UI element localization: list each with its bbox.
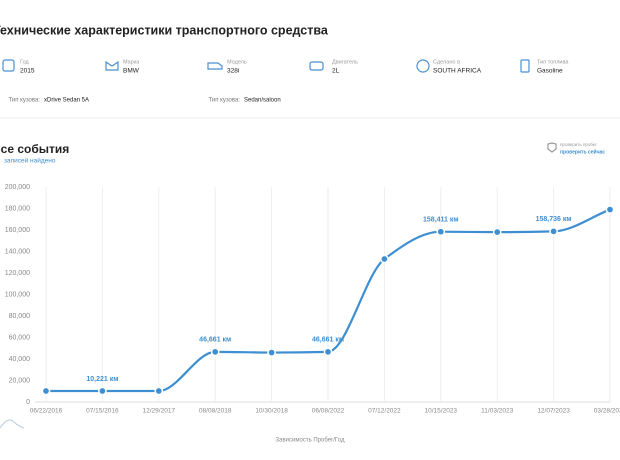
spec-label: Модель [227, 59, 247, 65]
spec-value: BMW [123, 68, 140, 75]
y-tick-label: 200,000 [5, 184, 30, 191]
x-tick-label: 06/08/2022 [312, 408, 345, 415]
globe-icon [416, 59, 430, 73]
data-point [98, 386, 107, 396]
x-tick-label: 08/08/2018 [199, 408, 232, 415]
data-point [492, 227, 502, 237]
x-tick-label: 06/22/2016 [30, 408, 63, 415]
body-value: Sedan/saloon [244, 98, 281, 104]
engine-icon [309, 61, 324, 71]
calendar-icon [2, 59, 15, 72]
x-tick-label: 10/15/2023 [425, 408, 458, 415]
y-tick-label: 180,000 [5, 205, 30, 212]
spec-label: Марка [123, 59, 140, 65]
data-point [210, 347, 220, 357]
y-tick-label: 100,000 [5, 291, 30, 298]
data-point [41, 386, 51, 396]
y-tick-label: 80,000 [9, 313, 31, 320]
data-label: 158,411 км [423, 217, 459, 224]
spec-value: SOUTH AFRICA [433, 68, 482, 75]
brand-icon [105, 60, 119, 71]
fuel-icon [520, 59, 530, 73]
spec-icons [2, 59, 530, 73]
spec-value: 2L [332, 68, 340, 75]
body-value: xDrive Sedan 5A [44, 98, 89, 104]
y-tick-label: 160,000 [5, 227, 30, 234]
y-tick-label: 40,000 [9, 356, 31, 363]
data-label: 158,736 км [536, 216, 572, 223]
data-point [436, 227, 446, 237]
spec-label: Год [20, 59, 30, 65]
body-label: Тип кузова: [208, 98, 240, 104]
spec-label: Сделано в [433, 59, 460, 65]
body-label: Тип кузова: [8, 98, 40, 104]
x-tick-label: 03/28/2024 [594, 408, 620, 415]
data-point [154, 386, 164, 396]
spec-value: Gasoline [537, 68, 563, 75]
y-tick-label: 60,000 [9, 334, 31, 341]
y-tick-label: 0 [26, 399, 30, 406]
x-tick-label: 12/07/2023 [537, 408, 570, 415]
x-tick-label: 11/03/2023 [481, 408, 513, 415]
decoration [0, 419, 25, 429]
y-tick-label: 20,000 [9, 377, 31, 384]
records-count: записей найдено [4, 157, 56, 165]
data-label: 10,221 км [86, 376, 118, 383]
data-label: 46,661 км [312, 337, 344, 344]
data-point [380, 254, 389, 264]
spec-label: Тип топлива [537, 59, 569, 65]
spec-label: Двигатель [332, 59, 358, 65]
chart-caption: Зависимость Пробег/Год [276, 438, 345, 444]
x-tick-label: 07/15/2016 [86, 408, 119, 415]
y-tick-label: 140,000 [5, 248, 30, 255]
x-tick-label: 10/30/2018 [255, 408, 288, 415]
check-now[interactable]: проверить сейчас [560, 148, 605, 155]
action-hint: проверить пробег [560, 142, 597, 147]
data-label: 46,661 км [199, 337, 231, 344]
data-point [549, 227, 558, 236]
section-title: Технические характеристики транспортного… [0, 23, 329, 37]
data-point [267, 348, 276, 357]
x-tick-label: 12/29/2017 [143, 408, 176, 415]
shield-icon [547, 142, 557, 153]
data-point [323, 347, 333, 357]
car-icon [207, 62, 223, 70]
x-tick-label: 07/12/2022 [368, 408, 401, 415]
y-tick-label: 120,000 [5, 270, 30, 277]
events-title: Все события [0, 142, 69, 156]
spec-value: 328i [227, 68, 239, 75]
spec-value: 2015 [20, 68, 35, 75]
data-point [605, 205, 615, 214]
